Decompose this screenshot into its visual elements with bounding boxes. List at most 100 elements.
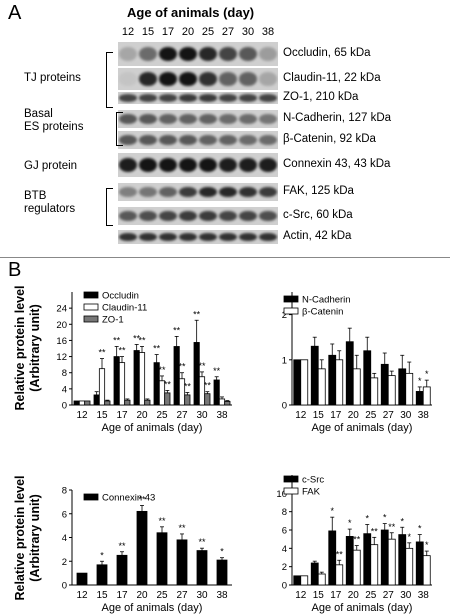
day-label-20: 20 (181, 26, 195, 38)
bar (387, 375, 396, 406)
band (139, 232, 157, 242)
bar (104, 400, 111, 406)
y-axis-label-line2: (Arbitrary unit) (28, 304, 42, 392)
band (179, 113, 197, 125)
bar (300, 359, 309, 406)
significance-mark: ** (118, 346, 126, 356)
x-tick-label: 30 (196, 590, 208, 601)
x-tick-label: 20 (136, 410, 148, 421)
band (199, 157, 217, 173)
band (159, 210, 177, 222)
bar (300, 575, 309, 586)
y-tick-label: 0 (282, 401, 287, 412)
bar (93, 394, 100, 406)
band (239, 186, 257, 198)
band (119, 72, 137, 86)
bar (345, 341, 354, 406)
significance-mark: * (220, 547, 224, 557)
bar (138, 352, 146, 406)
band (139, 72, 157, 86)
bar (335, 564, 344, 586)
bar (380, 529, 389, 586)
y-tick-label: 8 (62, 368, 67, 379)
significance-mark: ** (133, 333, 141, 343)
significance-mark: * (418, 376, 422, 386)
y-tick-label: 6 (62, 509, 67, 520)
band-label: Connexin 43, 43 kDa (283, 158, 391, 170)
x-axis-label: Age of animals (day) (312, 602, 413, 614)
day-label-17: 17 (161, 26, 175, 38)
day-label-30: 30 (241, 26, 255, 38)
bar (415, 391, 424, 406)
band (179, 46, 197, 62)
band (139, 186, 157, 198)
bar (73, 400, 80, 406)
group-label-btb: BTB regulators (24, 190, 75, 216)
x-tick-label: 27 (383, 410, 395, 421)
significance-mark: ** (158, 516, 166, 526)
bar (193, 342, 200, 406)
significance-mark: ** (164, 379, 172, 389)
legend-label: Claudin-11 (102, 303, 147, 314)
bar (116, 554, 128, 586)
bar (78, 400, 86, 406)
y-tick-label: 0 (282, 581, 287, 592)
significance-mark: ** (178, 523, 186, 533)
band-label: Claudin-11, 22 kDa (283, 72, 381, 84)
x-tick-label: 25 (156, 590, 168, 601)
significance-mark: ** (138, 335, 146, 345)
bar (124, 399, 131, 406)
x-tick-label: 20 (348, 590, 360, 601)
band (259, 113, 277, 125)
band (199, 72, 217, 86)
x-tick-label: 15 (96, 410, 108, 421)
y-tick-label: 2 (282, 310, 287, 321)
legend-swatch (83, 315, 99, 323)
bar (196, 550, 208, 586)
band (219, 232, 237, 242)
x-tick-label: 15 (313, 410, 325, 421)
bar (213, 379, 220, 406)
bar (144, 399, 151, 406)
significance-mark: * (400, 516, 404, 526)
x-tick-label: 17 (330, 410, 342, 421)
band (219, 72, 237, 86)
significance-mark: * (365, 514, 369, 524)
band (219, 157, 237, 173)
band (239, 210, 257, 222)
blot-row-2 (118, 92, 278, 104)
band (219, 113, 237, 125)
legend-swatch (283, 295, 299, 303)
bar (363, 533, 372, 586)
band (119, 157, 137, 173)
bar (118, 362, 126, 406)
band (259, 186, 277, 198)
band (259, 157, 277, 173)
x-axis-label: Age of animals (day) (102, 602, 203, 614)
y-tick-label: 0 (62, 401, 67, 412)
x-tick-label: 12 (295, 590, 307, 601)
significance-mark: * (330, 506, 334, 516)
y-tick-label: 12 (56, 352, 67, 363)
bar (422, 555, 431, 586)
band (219, 94, 237, 102)
day-label-12: 12 (121, 26, 135, 38)
significance-mark: ** (158, 365, 166, 375)
band (179, 134, 197, 146)
blot-row-3 (118, 110, 278, 128)
legend-swatch (283, 475, 299, 483)
bar (370, 544, 379, 586)
x-tick-label: 25 (365, 410, 377, 421)
bar (98, 368, 106, 406)
x-tick-label: 38 (216, 590, 228, 601)
x-tick-label: 17 (116, 590, 128, 601)
band (139, 134, 157, 146)
band (139, 113, 157, 125)
x-tick-label: 12 (295, 410, 307, 421)
band (259, 232, 277, 242)
bar (405, 547, 414, 586)
y-tick-label: 0 (62, 581, 67, 592)
bar (405, 372, 414, 406)
y-tick-label: 4 (62, 384, 67, 395)
